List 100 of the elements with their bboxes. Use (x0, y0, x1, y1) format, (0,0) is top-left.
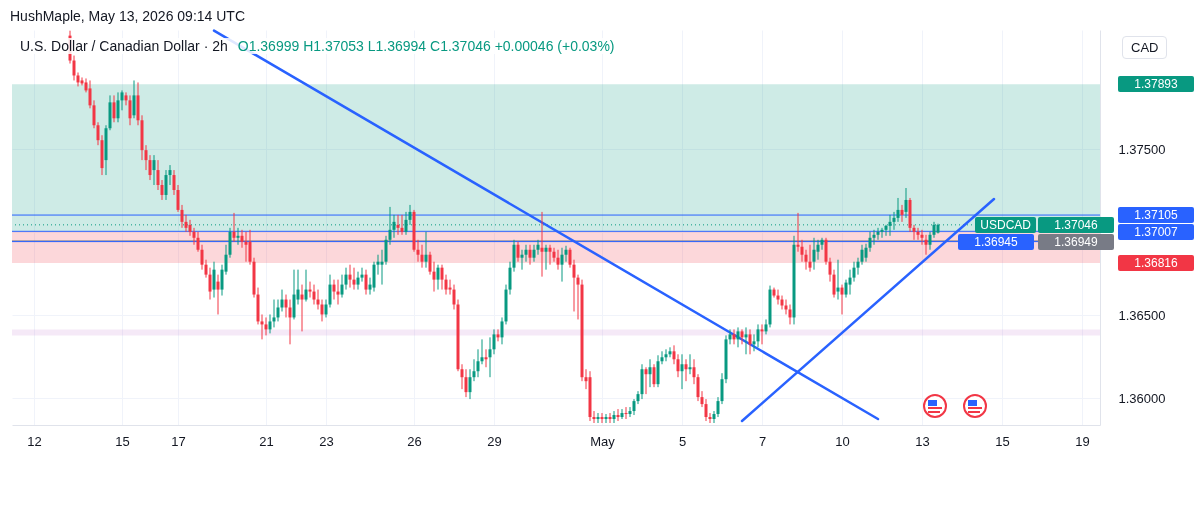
candlestick (680, 353, 684, 390)
candlestick (780, 295, 784, 310)
candlestick (644, 366, 648, 395)
candlestick (676, 353, 680, 378)
x-tick-label: 13 (915, 433, 930, 449)
candlestick (872, 229, 876, 246)
candlestick (516, 241, 520, 263)
candlestick (732, 328, 736, 345)
x-tick-label: 17 (171, 433, 186, 449)
candlestick (352, 267, 356, 291)
x-tick-label: 26 (407, 433, 422, 449)
candlestick (236, 227, 240, 246)
candlestick (816, 239, 820, 261)
candlestick (360, 267, 364, 283)
candlestick (396, 214, 400, 236)
text: HushMaple, May 13, 2026 09:14 UTC (10, 8, 246, 24)
candlestick (544, 244, 548, 271)
y-tick-label: 1.36000 (1118, 390, 1166, 406)
candlestick (740, 328, 744, 345)
candlestick (344, 267, 348, 291)
candlestick (916, 227, 920, 241)
candlestick (356, 271, 360, 291)
candlestick (808, 244, 812, 273)
candlestick (320, 299, 324, 322)
y-tick-label: 1.36500 (1118, 307, 1166, 323)
candlestick (128, 94, 132, 126)
candlestick (184, 214, 188, 233)
candlestick (704, 398, 708, 422)
candlestick (896, 197, 900, 223)
candlestick (612, 410, 616, 424)
candlestick (648, 358, 652, 388)
candlestick (492, 328, 496, 355)
candlestick (132, 79, 136, 119)
candlestick (744, 326, 748, 355)
candlestick (264, 316, 268, 336)
band-label: 1.36816 (1118, 255, 1194, 272)
candlestick (496, 328, 500, 342)
candlestick (904, 187, 908, 219)
candlestick (532, 244, 536, 263)
candlestick (112, 94, 116, 123)
candlestick (152, 154, 156, 186)
candlestick (332, 279, 336, 301)
candlestick (840, 284, 844, 315)
candlestick (420, 244, 424, 269)
candlestick (116, 91, 120, 123)
candlestick (656, 354, 660, 388)
candlestick (776, 289, 780, 306)
candlestick (924, 234, 928, 256)
x-tick-label: 15 (115, 433, 130, 449)
candlestick (232, 212, 236, 243)
candlestick (464, 368, 468, 398)
candlestick (216, 274, 220, 315)
candlestick (364, 269, 368, 296)
candlestick (684, 358, 688, 382)
text: U.S. Dollar / Canadian Dollar · 2h (20, 38, 228, 54)
candlestick (624, 406, 628, 420)
candlestick (788, 304, 792, 325)
x-tick-label: 15 (995, 433, 1010, 449)
y-axis-title: CAD (1122, 36, 1168, 59)
candlestick (400, 214, 404, 236)
candlestick (812, 237, 816, 271)
x-tick-label: 23 (319, 433, 334, 449)
candlestick (484, 348, 488, 368)
candlestick (424, 231, 428, 269)
candlestick (524, 244, 528, 263)
ref-line-label: 1.37105 (1118, 207, 1194, 224)
candlestick (288, 299, 292, 345)
band-label: 1.37893 (1118, 76, 1194, 93)
ref-line-label: 1.37007 (1118, 224, 1194, 241)
candlestick (548, 244, 552, 266)
candlestick (688, 353, 692, 375)
candlestick (272, 299, 276, 328)
candlestick (876, 227, 880, 241)
candlestick (336, 279, 340, 306)
candlestick (520, 249, 524, 271)
candlestick (208, 267, 212, 301)
text: O1.36999 H1.37053 L1.36994 C1.37046 +0.00046 (+0.03%) (237, 38, 615, 54)
candlestick (600, 412, 604, 424)
candlestick (860, 244, 864, 266)
candlestick (244, 231, 248, 263)
candlestick (540, 211, 544, 278)
candlestick (348, 264, 352, 289)
candlestick (652, 363, 656, 388)
x-tick-label: 21 (259, 433, 274, 449)
candlestick (300, 284, 304, 332)
x-tick-label: 5 (678, 433, 687, 449)
candlestick (900, 204, 904, 223)
candlestick (804, 249, 808, 271)
candlestick (536, 239, 540, 256)
ref-line-label: 1.37046 (1038, 216, 1114, 233)
candlestick (880, 227, 884, 239)
candlestick (748, 328, 752, 355)
ref-line-label: 1.36945 (958, 233, 1034, 250)
candlestick (564, 245, 568, 263)
candlestick (292, 269, 296, 320)
candlestick (760, 323, 764, 345)
candlestick (604, 413, 608, 424)
x-tick-label: 10 (835, 433, 850, 449)
candlestick (148, 154, 152, 181)
candlestick (440, 264, 444, 291)
